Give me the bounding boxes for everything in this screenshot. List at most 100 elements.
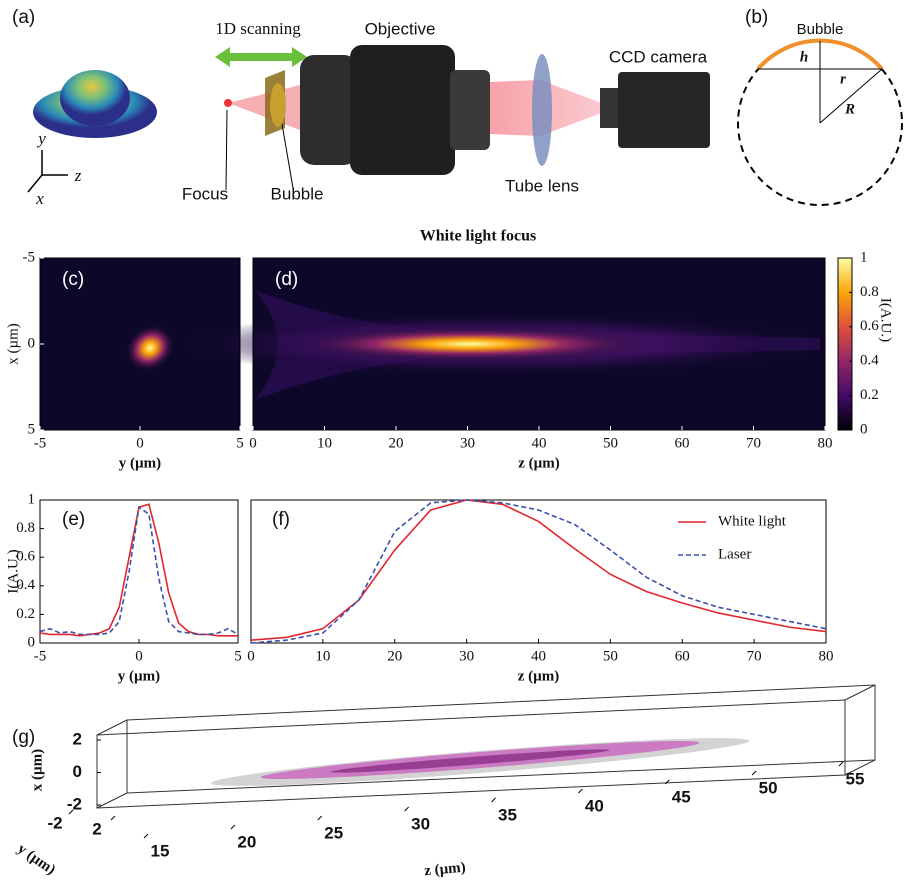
y-axis-label: x (µm) <box>5 323 21 365</box>
x-tick-label: 0 <box>249 435 257 451</box>
y-tick-label: 1 <box>28 491 36 507</box>
legend-label: Laser <box>718 546 751 562</box>
y-tick-label: 0.4 <box>16 577 35 593</box>
x-tick-label: 70 <box>747 648 762 664</box>
diagram-label: Bubble <box>271 184 324 203</box>
x-tick-label: 80 <box>819 648 834 664</box>
colorbar-tick-label: 0 <box>860 421 868 437</box>
x-tick-label: 45 <box>672 787 691 806</box>
colorbar-tick-label: 0.6 <box>860 318 879 334</box>
x-tick-label: 10 <box>315 648 330 664</box>
diagram-label: Objective <box>365 19 436 38</box>
legend-label: White light <box>718 513 787 529</box>
y-tick-label: -5 <box>23 249 36 265</box>
y-tick-label: 0.6 <box>16 549 35 565</box>
volume-box <box>96 684 876 809</box>
x-tick-label: 15 <box>151 841 170 860</box>
x-tick <box>491 797 496 803</box>
x-axis-label: y (µm) <box>119 455 161 471</box>
colorbar <box>837 257 853 431</box>
x-axis-label: z (µm) <box>424 860 467 880</box>
bubble-geometry <box>737 38 903 206</box>
x-tick-label: 35 <box>498 805 517 824</box>
diagram-label: r <box>840 71 846 87</box>
x-tick-label: 10 <box>317 435 332 451</box>
z-axis-label: y (µm) <box>14 841 58 878</box>
colorbar-label: I(A.U.) <box>878 298 894 342</box>
z-tick <box>68 809 74 815</box>
y-tick-label: 0.2 <box>16 606 35 622</box>
x-tick-label: 20 <box>387 648 402 664</box>
x-tick-label: -5 <box>34 435 47 451</box>
diagram-label: CCD camera <box>609 47 708 66</box>
data-line <box>250 499 827 644</box>
y-tick-label: 0 <box>28 335 36 351</box>
x-tick <box>230 824 236 830</box>
colorbar-tick-label: 0.8 <box>860 284 879 300</box>
x-tick-label: 60 <box>675 435 690 451</box>
panel-label: (g) <box>12 727 35 748</box>
x-tick-label: 5 <box>234 648 242 664</box>
x-tick-label: -5 <box>34 648 47 664</box>
y-tick-label: 0 <box>73 762 82 781</box>
x-tick-label: 30 <box>460 435 475 451</box>
x-tick-label: 0 <box>247 648 255 664</box>
diagram-label: Bubble <box>797 21 844 38</box>
x-tick-label: 40 <box>585 796 604 815</box>
y-tick-label: 0 <box>28 634 36 650</box>
y-axis-label: I(A.U.) <box>5 549 21 593</box>
x-tick-label: 5 <box>236 435 244 451</box>
x-tick-label: 60 <box>675 648 690 664</box>
axis-letter: z <box>74 166 82 185</box>
x-axis-label: z (µm) <box>518 668 560 684</box>
y-tick-label: 5 <box>28 421 36 437</box>
diagram-label: R <box>844 101 855 117</box>
x-axis-label: y (µm) <box>118 668 160 684</box>
x-tick <box>143 833 149 839</box>
axis-letter: y <box>36 129 46 148</box>
x-tick-label: 40 <box>531 648 546 664</box>
x-tick-label: 40 <box>532 435 547 451</box>
panel-label: (f) <box>272 509 290 530</box>
y-tick-label: 2 <box>73 729 82 748</box>
x-tick-label: 0 <box>135 648 143 664</box>
data-line <box>250 499 827 641</box>
x-tick-label: 55 <box>846 769 865 788</box>
figure-title: White light focus <box>420 228 536 245</box>
panel-label: (e) <box>62 509 85 530</box>
x-tick <box>578 788 583 794</box>
x-axis-label: z (µm) <box>518 455 560 471</box>
x-tick <box>751 770 757 776</box>
x-tick-label: 50 <box>603 435 618 451</box>
z-tick-label: 2 <box>92 819 101 838</box>
diagram-label: Focus <box>182 184 228 203</box>
panel-label: (a) <box>12 7 35 28</box>
x-tick-label: 25 <box>324 823 343 842</box>
x-tick-label: 50 <box>759 778 778 797</box>
panel-label: (b) <box>745 7 768 28</box>
x-tick <box>317 815 323 821</box>
y-tick-label: 0.8 <box>16 520 35 536</box>
diagram-label: h <box>800 49 808 65</box>
diagram-label: Tube lens <box>505 176 579 195</box>
diagram-label: 1D scanning <box>215 19 301 38</box>
x-tick-label: 0 <box>136 435 144 451</box>
heatmap-image <box>170 258 830 430</box>
panel-label: (d) <box>275 269 298 290</box>
panel-label: (c) <box>62 269 84 290</box>
colorbar-tick-label: 1 <box>860 249 868 265</box>
x-tick-label: 20 <box>237 832 256 851</box>
x-tick <box>404 806 409 812</box>
axis-letter: x <box>35 189 44 208</box>
x-tick-label: 80 <box>818 435 833 451</box>
x-tick-label: 30 <box>411 814 430 833</box>
z-tick <box>110 815 116 821</box>
data-line <box>39 505 239 636</box>
colorbar-tick-label: 0.2 <box>860 387 879 403</box>
x-tick <box>664 779 670 785</box>
colorbar-tick-label: 0.4 <box>860 353 879 369</box>
y-tick-label: -2 <box>67 794 82 813</box>
x-tick-label: 70 <box>746 435 761 451</box>
z-tick-label: -2 <box>47 813 62 832</box>
